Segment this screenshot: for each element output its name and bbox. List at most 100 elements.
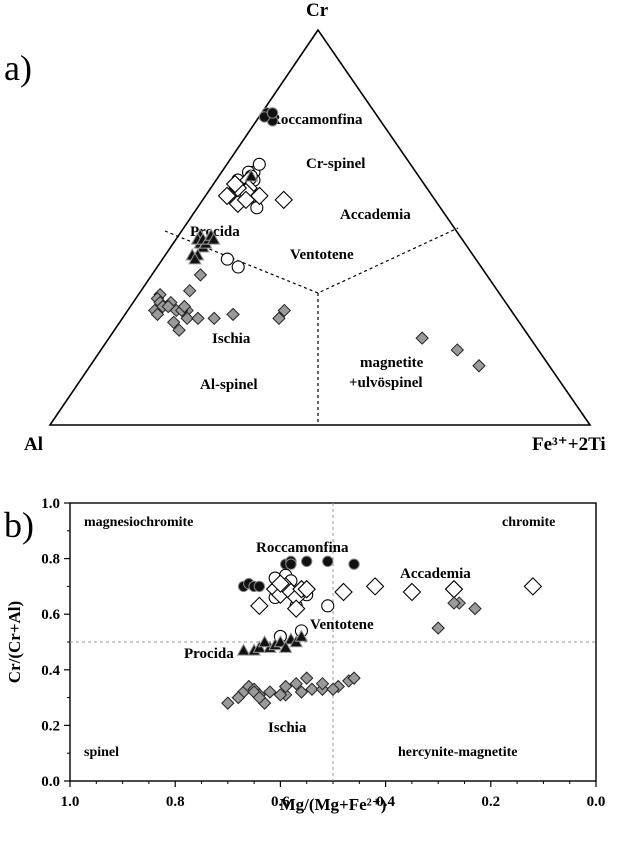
x-axis-label: Mg/(Mg+Fe²⁺) bbox=[280, 795, 387, 814]
point-accademia bbox=[297, 579, 316, 599]
point-accademia bbox=[334, 582, 353, 602]
panel-a-label: a) bbox=[4, 48, 32, 88]
point-ischia bbox=[252, 690, 267, 705]
x-tick-label: 0.8 bbox=[166, 794, 185, 810]
ternary-point-ischia bbox=[226, 307, 240, 322]
vertex-label-al: Al bbox=[24, 434, 43, 455]
ternary-point-ischia bbox=[183, 283, 197, 298]
cartesian-panel: b) 1.0 0.8 0.6 0.4 0.2 0.0 0.0 0.2 0.4 0.6 0.81.0 … bbox=[4, 496, 605, 814]
ternary-point-accademia bbox=[250, 186, 269, 206]
point-roccamonfina bbox=[301, 555, 313, 568]
x-tick-label: 0.6 bbox=[271, 794, 290, 810]
vertex-label-cr: Cr bbox=[306, 0, 329, 21]
ternary-point-accademia bbox=[236, 190, 256, 210]
point-roccamonfina bbox=[285, 558, 297, 570]
ternary-point-procida bbox=[188, 252, 202, 265]
ternary-point-ischia bbox=[172, 323, 186, 337]
ternary-point-ischia bbox=[207, 311, 221, 326]
point-ischia bbox=[305, 682, 319, 696]
ternary-data-points bbox=[148, 107, 486, 373]
vertex-label-fe-ti: Fe³⁺+2Ti bbox=[532, 434, 606, 455]
point-ischia bbox=[289, 676, 303, 691]
y-tick-label: 1.0 bbox=[41, 496, 60, 512]
point-accademia bbox=[250, 596, 269, 616]
ternary-point-ischia bbox=[272, 311, 286, 326]
point-ischia bbox=[278, 679, 293, 694]
point-roccamonfina bbox=[322, 555, 334, 568]
point-ischia bbox=[231, 690, 246, 705]
point-ischia bbox=[299, 671, 314, 685]
point-ischia bbox=[294, 685, 309, 699]
point-accademia bbox=[271, 574, 290, 593]
ternary-point-ischia bbox=[450, 343, 465, 357]
ternary-point-ischia bbox=[415, 331, 429, 345]
y-tick-label: 0.2 bbox=[41, 718, 60, 734]
ternary-point-ischia bbox=[191, 311, 205, 326]
point-ischia bbox=[447, 596, 461, 610]
point-procida bbox=[278, 640, 293, 653]
ternary-point-accademia bbox=[274, 190, 294, 210]
ternary-point-accademia bbox=[217, 186, 237, 206]
point-procida bbox=[257, 634, 272, 648]
ternary-point-accademia bbox=[225, 174, 245, 194]
ternary-point-ischia bbox=[150, 307, 165, 322]
ternary-point-cr-spinel-open-circles bbox=[231, 260, 245, 274]
ternary-point-cr-spinel-open-circles bbox=[252, 157, 266, 171]
ternary-point-ischia bbox=[177, 299, 192, 314]
cartesian-data-points bbox=[221, 555, 543, 710]
x-tick-label: 0.0 bbox=[587, 794, 606, 810]
point-ischia bbox=[263, 685, 277, 699]
y-tick-label: 0.0 bbox=[41, 774, 60, 790]
ternary-triangle bbox=[48, 28, 592, 426]
ternary-panel: a) Cr Al Fe³⁺+2Ti Roccamonfina Cr-spinel… bbox=[4, 0, 606, 455]
group-label-ischia: Ischia bbox=[212, 331, 251, 347]
ternary-point-ischia bbox=[166, 315, 181, 330]
x-tick-label: 0.4 bbox=[376, 794, 395, 810]
y-tick-label: 0.8 bbox=[41, 552, 60, 568]
ternary-point-procida bbox=[206, 232, 221, 245]
field-label-magnesiochromite: magnesiochromite bbox=[84, 515, 193, 530]
point-ischia bbox=[221, 696, 235, 710]
ternary-point-cr-spinel-open-circles bbox=[220, 252, 234, 266]
point-accademia bbox=[523, 577, 543, 596]
y-axis-label: Cr/(Cr+Al) bbox=[5, 601, 24, 683]
field-label-chromite: chromite bbox=[502, 515, 555, 530]
point-accademia bbox=[286, 599, 306, 618]
ternary-point-procida bbox=[244, 169, 259, 182]
panel-b-label: b) bbox=[4, 505, 34, 545]
point-ischia bbox=[431, 621, 445, 635]
point-ischia bbox=[326, 682, 340, 696]
ternary-point-ischia bbox=[472, 359, 486, 373]
group-label-ventotene: Ventotene bbox=[290, 247, 354, 263]
group-label-roccamonfina: Roccamonfina bbox=[270, 112, 363, 128]
point-procida bbox=[236, 643, 251, 656]
region-label-magnetite: magnetite bbox=[360, 355, 424, 371]
point-accademia bbox=[444, 579, 464, 599]
axis-ticks: 1.0 0.8 0.6 0.4 0.2 0.0 0.0 0.2 0.4 0.6 0.8 1.0 bbox=[41, 496, 605, 810]
group-label-accademia: Accademia bbox=[340, 207, 411, 223]
point-accademia bbox=[402, 582, 422, 602]
group-label-procida-b: Procida bbox=[184, 646, 234, 662]
group-label-ventotene-b: Ventotene bbox=[310, 617, 374, 633]
point-ischia bbox=[347, 671, 361, 685]
group-label-roccamonfina-b: Roccamonfina bbox=[256, 540, 349, 556]
ternary-point-ischia bbox=[180, 311, 194, 326]
field-label-spinel: spinel bbox=[84, 745, 119, 760]
point-roccamonfina bbox=[253, 580, 266, 593]
point-procida bbox=[273, 634, 288, 648]
x-tick-label: 1.0 bbox=[61, 794, 80, 810]
region-label-cr-spinel: Cr-spinel bbox=[306, 156, 365, 172]
x-tick-label: 0.2 bbox=[481, 794, 500, 810]
point-procida bbox=[294, 629, 309, 642]
ternary-point-ischia bbox=[161, 299, 175, 314]
group-label-accademia-b: Accademia bbox=[400, 566, 471, 582]
region-label-al-spinel: Al-spinel bbox=[200, 377, 258, 393]
point-accademia bbox=[365, 577, 385, 596]
point-roccamonfina bbox=[348, 558, 360, 570]
ternary-point-ischia bbox=[193, 268, 208, 282]
y-tick-label: 0.4 bbox=[41, 663, 60, 679]
ternary-point-ischia bbox=[277, 303, 292, 318]
field-label-hercynite-magnetite: hercynite-magnetite bbox=[398, 745, 517, 760]
y-tick-label: 0.6 bbox=[41, 607, 60, 623]
